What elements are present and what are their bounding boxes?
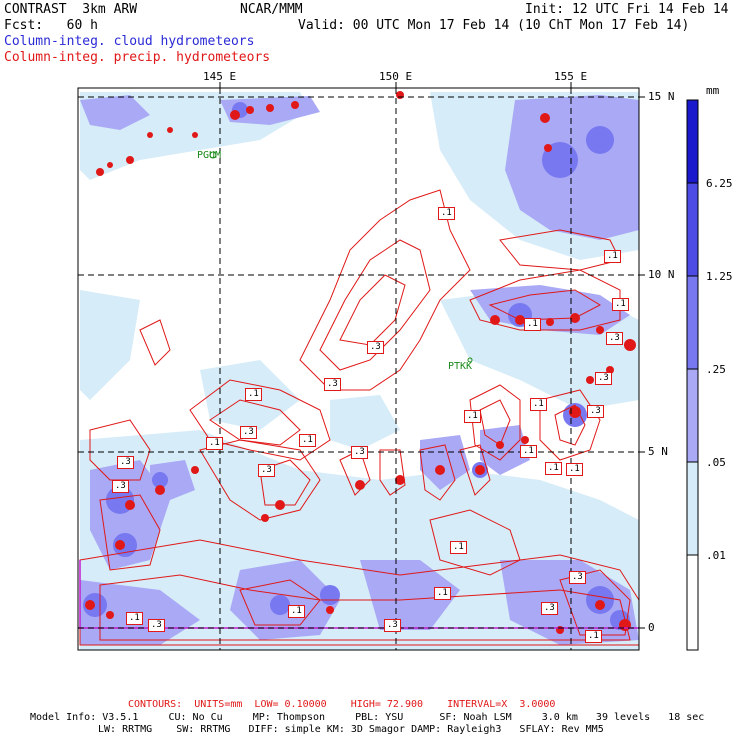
colorbar-band-5 — [686, 182, 699, 277]
organization-label: NCAR/MMM — [240, 2, 303, 17]
valid-time: Valid: 00 UTC Mon 17 Feb 14 (10 ChT Mon … — [298, 18, 690, 33]
contour-label: .3 — [384, 619, 401, 632]
contour-label: .1 — [126, 612, 143, 625]
contour-info: CONTOURS: UNITS=mm LOW= 0.10000 HIGH= 72… — [128, 699, 556, 710]
forecast-hour: Fcst: 60 h — [4, 18, 98, 33]
colorbar-band-4 — [686, 275, 699, 370]
contour-label: .1 — [464, 410, 481, 423]
field-precip-hydrometeors: Column-integ. precip. hydrometeors — [4, 50, 271, 65]
contour-label: .1 — [524, 318, 541, 331]
colorbar-unit: mm — [706, 84, 720, 97]
lon-label-145: 145 E — [203, 70, 237, 83]
colorbar-label-6-25: 6.25 — [706, 177, 733, 190]
contour-label: .3 — [117, 456, 134, 469]
contour-label: .1 — [545, 462, 562, 475]
colorbar-label-1-25: 1.25 — [706, 270, 733, 283]
station-label-pgum: PGUM — [197, 150, 222, 161]
contour-label: .3 — [569, 571, 586, 584]
colorbar-label-0-05: .05 — [706, 456, 726, 469]
colorbar — [686, 99, 699, 651]
model-physics: LW: RRTMG SW: RRTMG DIFF: simple KM: 3D … — [98, 724, 604, 735]
contour-label: .1 — [434, 587, 451, 600]
contour-label: .3 — [148, 619, 165, 632]
model-info: Model Info: V3.5.1 CU: No Cu MP: Thompso… — [30, 712, 705, 723]
contour-label: .1 — [245, 388, 262, 401]
contour-label: .3 — [595, 372, 612, 385]
lat-label-5n: 5 N — [648, 445, 668, 458]
contour-label: .3 — [258, 464, 275, 477]
contour-label: .1 — [450, 541, 467, 554]
contour-label: .3 — [541, 602, 558, 615]
contour-label: .3 — [587, 405, 604, 418]
contour-label: .1 — [566, 463, 583, 476]
lat-label-10n: 10 N — [648, 268, 675, 281]
contour-label: .3 — [324, 378, 341, 391]
contour-label: .1 — [438, 207, 455, 220]
station-markers — [209, 151, 473, 363]
map-frame — [77, 87, 640, 651]
contour-label: .1 — [299, 434, 316, 447]
colorbar-label-0-25: .25 — [706, 363, 726, 376]
lat-lon-grid — [78, 88, 639, 650]
contour-label: .1 — [530, 398, 547, 411]
lat-label-0: 0 — [648, 621, 655, 634]
contour-label: .3 — [367, 341, 384, 354]
contour-label: .1 — [206, 437, 223, 450]
precip-cores — [85, 91, 636, 634]
station-label-ptkk: PTKK — [448, 361, 473, 372]
contour-label: .1 — [604, 250, 621, 263]
contour-label: .1 — [288, 605, 305, 618]
contour-label: .3 — [351, 446, 368, 459]
colorbar-band-3 — [686, 368, 699, 463]
lon-label-155: 155 E — [554, 70, 588, 83]
contour-label: .1 — [585, 630, 602, 643]
axis-ticks — [219, 82, 645, 629]
contour-label: .3 — [240, 426, 257, 439]
contour-label: .1 — [520, 445, 537, 458]
colorbar-label-0-01: .01 — [706, 549, 726, 562]
contour-label: .1 — [612, 298, 629, 311]
colorbar-band-1 — [686, 554, 699, 651]
colorbar-band-2 — [686, 461, 699, 556]
lon-label-150: 150 E — [379, 70, 413, 83]
field-cloud-hydrometeors: Column-integ. cloud hydrometeors — [4, 34, 255, 49]
cloud-hydrometeor-field — [80, 92, 639, 650]
lat-label-15n: 15 N — [648, 90, 675, 103]
contour-label: .3 — [606, 332, 623, 345]
init-time: Init: 12 UTC Fri 14 Feb 14 — [525, 2, 729, 17]
contour-label: .3 — [112, 480, 129, 493]
colorbar-band-6 — [686, 99, 699, 184]
product-title: CONTRAST 3km ARW — [4, 2, 138, 17]
